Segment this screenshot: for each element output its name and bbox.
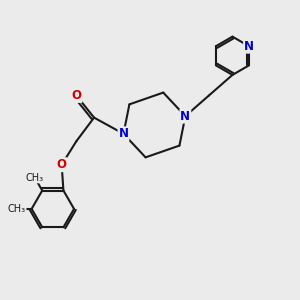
Text: N: N (180, 110, 190, 123)
Text: N: N (244, 40, 254, 53)
Text: CH₃: CH₃ (8, 204, 26, 214)
Text: O: O (71, 89, 81, 102)
Text: CH₃: CH₃ (26, 173, 44, 183)
Text: N: N (118, 127, 128, 140)
Text: O: O (57, 158, 67, 171)
